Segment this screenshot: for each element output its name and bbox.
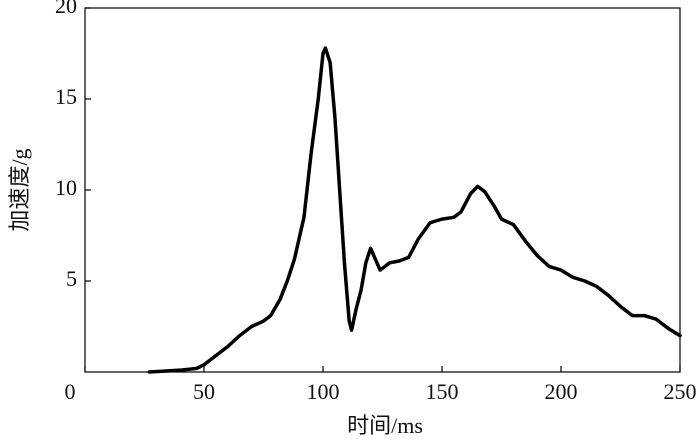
x-tick-label: 50 (193, 379, 215, 404)
y-tick-label: 15 (55, 84, 77, 109)
x-tick-label: 200 (545, 379, 578, 404)
y-tick-label: 10 (55, 175, 77, 200)
y-axis-label: 加速度/g (7, 148, 32, 231)
x-tick-label: 100 (307, 379, 340, 404)
plot-frame (84, 7, 681, 373)
x-tick-label: 0 (65, 379, 76, 404)
x-axis-label: 时间/ms (347, 413, 423, 438)
data-line (147, 46, 682, 374)
x-tick-label: 150 (426, 379, 459, 404)
x-tick-label: 250 (664, 379, 697, 404)
y-tick-label: 5 (66, 266, 77, 291)
y-tick-label: 20 (55, 0, 77, 18)
